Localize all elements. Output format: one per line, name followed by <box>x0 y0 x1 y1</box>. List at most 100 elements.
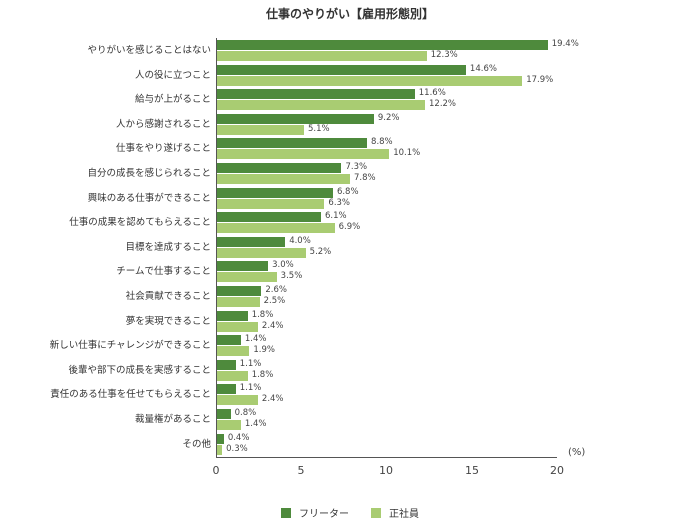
bar-seishain <box>217 420 241 430</box>
bar-row: やりがいを感じることはない 19.4% 12.3% <box>0 38 700 62</box>
category-label: 目標を達成すること <box>125 241 211 253</box>
bar-row: 自分の成長を感じられること 7.3% 7.8% <box>0 161 700 185</box>
bar-freeter <box>217 163 342 173</box>
bar-row: その他 0.4% 0.3% <box>0 432 700 456</box>
x-tick: 5 <box>297 464 305 477</box>
bar-seishain <box>217 174 350 184</box>
category-label: 責任のある仕事を任せてもらえること <box>50 389 211 401</box>
value-label: 17.9% <box>526 74 554 85</box>
bar-freeter <box>217 113 374 124</box>
x-axis-unit: (%) <box>568 447 586 458</box>
bar-freeter <box>217 433 224 444</box>
legend-swatch-freeter <box>281 507 291 518</box>
value-label: 1.4% <box>244 419 267 429</box>
value-label: 1.9% <box>253 345 275 356</box>
bar-seishain <box>217 198 325 209</box>
value-label: 12.3% <box>430 50 458 60</box>
value-label: 7.8% <box>353 173 376 183</box>
bar-row: 責任のある仕事を任せてもらえること 1.1% 2.4% <box>0 382 700 406</box>
bar-freeter <box>217 335 241 346</box>
bar-seishain <box>217 247 306 258</box>
value-label: 1.4% <box>244 334 267 345</box>
bar-row: 給与が上がること 11.6% 12.2% <box>0 87 700 111</box>
value-label: 2.4% <box>261 320 284 331</box>
bar-row: 夢を実現できること 1.8% 2.4% <box>0 309 700 333</box>
bar-freeter <box>217 64 466 75</box>
bar-seishain <box>217 51 427 61</box>
category-label: 給与が上がること <box>134 94 211 106</box>
bar-row: 目標を達成すること 4.0% 5.2% <box>0 235 700 259</box>
value-label: 6.8% <box>336 186 359 197</box>
x-tick: 0 <box>212 464 220 477</box>
legend-item-seishain: 正社員 <box>371 505 419 520</box>
category-label: その他 <box>182 438 211 450</box>
category-label: 興味のある仕事ができること <box>87 192 211 204</box>
value-label: 6.1% <box>325 211 347 222</box>
bar-freeter <box>217 359 236 370</box>
value-label: 1.8% <box>251 309 274 320</box>
legend: フリーター 正社員 <box>0 505 700 520</box>
bar-freeter <box>217 286 262 296</box>
value-label: 1.8% <box>251 369 274 380</box>
category-label: 夢を実現できること <box>125 315 211 327</box>
value-label: 8.8% <box>371 137 393 148</box>
bar-freeter <box>217 310 248 321</box>
category-label: チームで仕事すること <box>116 266 211 278</box>
value-label: 6.9% <box>338 222 361 233</box>
value-label: 5.1% <box>307 123 330 134</box>
bar-seishain <box>217 370 248 381</box>
legend-label: 正社員 <box>389 509 419 520</box>
bar-freeter <box>217 236 286 247</box>
bar-seishain <box>217 346 250 357</box>
value-label: 7.3% <box>345 162 368 172</box>
value-label: 6.3% <box>328 197 351 208</box>
bar-row: 社会貢献できること 2.6% 2.5% <box>0 284 700 308</box>
category-label: 仕事をやり遂げること <box>115 143 211 155</box>
value-label: 2.5% <box>263 296 286 306</box>
category-label: 人から感謝されること <box>115 118 211 130</box>
category-label: 人の役に立つこと <box>134 69 211 81</box>
category-label: やりがいを感じることはない <box>87 45 211 56</box>
value-label: 2.4% <box>261 394 284 405</box>
bar-row: 裁量権があること 0.8% 1.4% <box>0 407 700 431</box>
category-label: 裁量権があること <box>134 414 211 425</box>
value-label: 11.6% <box>418 88 446 99</box>
value-label: 0.4% <box>227 432 250 443</box>
bar-seishain <box>217 100 425 111</box>
bar-row: 新しい仕事にチャレンジができること 1.4% 1.9% <box>0 333 700 357</box>
value-label: 10.1% <box>393 148 421 159</box>
legend-swatch-seishain <box>371 507 381 518</box>
value-label: 9.2% <box>377 112 400 123</box>
bar-freeter <box>217 212 321 223</box>
bar-freeter <box>217 89 415 100</box>
bar-seishain <box>217 124 304 135</box>
value-label: 12.2% <box>429 99 457 110</box>
category-label: 新しい仕事にチャレンジができること <box>49 340 211 352</box>
value-label: 0.3% <box>226 443 248 454</box>
x-tick: 20 <box>550 464 564 477</box>
bar-row: チームで仕事すること 3.0% 3.5% <box>0 259 700 283</box>
bar-seishain <box>217 297 260 307</box>
y-axis-line <box>216 38 217 458</box>
legend-label: フリーター <box>299 509 349 520</box>
value-label: 19.4% <box>551 39 579 49</box>
bar-row: 興味のある仕事ができること 6.8% 6.3% <box>0 186 700 210</box>
bar-freeter <box>217 187 333 198</box>
category-label: 自分の成長を感じられること <box>87 168 211 179</box>
bar-seishain <box>217 75 523 86</box>
category-label: 仕事の成果を認めてもらえること <box>69 217 211 229</box>
bar-seishain <box>217 272 277 283</box>
category-label: 後輩や部下の成長を実感すること <box>68 364 211 376</box>
bar-freeter <box>217 409 231 419</box>
value-label: 2.6% <box>265 285 287 295</box>
bar-freeter <box>217 138 368 149</box>
bar-row: 人の役に立つこと 14.6% 17.9% <box>0 63 700 87</box>
bar-row: 人から感謝されること 9.2% 5.1% <box>0 112 700 136</box>
value-label: 4.0% <box>289 235 311 246</box>
bar-seishain <box>217 444 223 455</box>
value-label: 14.6% <box>469 63 497 74</box>
x-tick: 10 <box>379 464 393 477</box>
bar-freeter <box>217 384 236 395</box>
chart-title: 仕事のやりがい【雇用形態別】 <box>265 7 434 21</box>
bar-freeter <box>217 261 269 272</box>
